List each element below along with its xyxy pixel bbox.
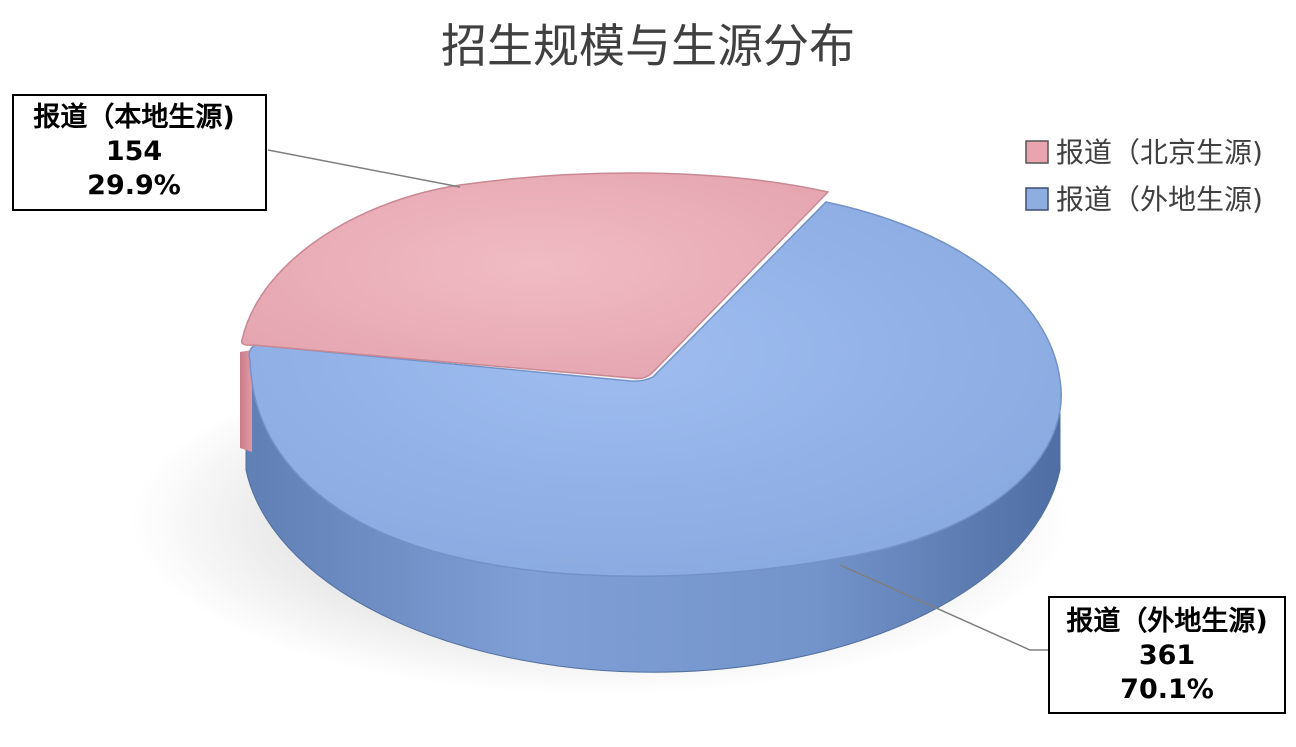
data-label-outside-name: 报道（外地生源) bbox=[1066, 605, 1267, 637]
data-label-outside-percent: 70.1% bbox=[1120, 674, 1214, 705]
legend-swatch-outside bbox=[1025, 187, 1049, 211]
data-label-outside: 报道（外地生源) 361 70.1% bbox=[1048, 596, 1286, 714]
leader-line-outside bbox=[839, 564, 1050, 651]
legend-label-outside: 报道（外地生源) bbox=[1056, 183, 1263, 216]
pie-slice-local bbox=[240, 172, 830, 380]
data-label-local: 报道（本地生源) 154 29.9% bbox=[12, 94, 267, 211]
data-label-outside-value: 361 bbox=[1139, 640, 1195, 671]
data-label-local-name: 报道（本地生源) bbox=[33, 101, 234, 133]
legend-label-local: 报道（北京生源) bbox=[1056, 136, 1263, 169]
data-label-local-percent: 29.9% bbox=[87, 170, 181, 201]
legend: 报道（北京生源) 报道（外地生源) bbox=[1025, 136, 1263, 216]
legend-swatch-local bbox=[1025, 140, 1049, 164]
legend-item-local: 报道（北京生源) bbox=[1025, 136, 1263, 169]
data-label-local-value: 154 bbox=[106, 136, 162, 167]
legend-item-outside: 报道（外地生源) bbox=[1025, 183, 1263, 216]
leader-line-local bbox=[267, 149, 461, 188]
pie-slice-side-local bbox=[240, 350, 252, 452]
pie-slice-outside bbox=[248, 201, 1062, 578]
chart-title: 招生规模与生源分布 bbox=[441, 19, 855, 73]
